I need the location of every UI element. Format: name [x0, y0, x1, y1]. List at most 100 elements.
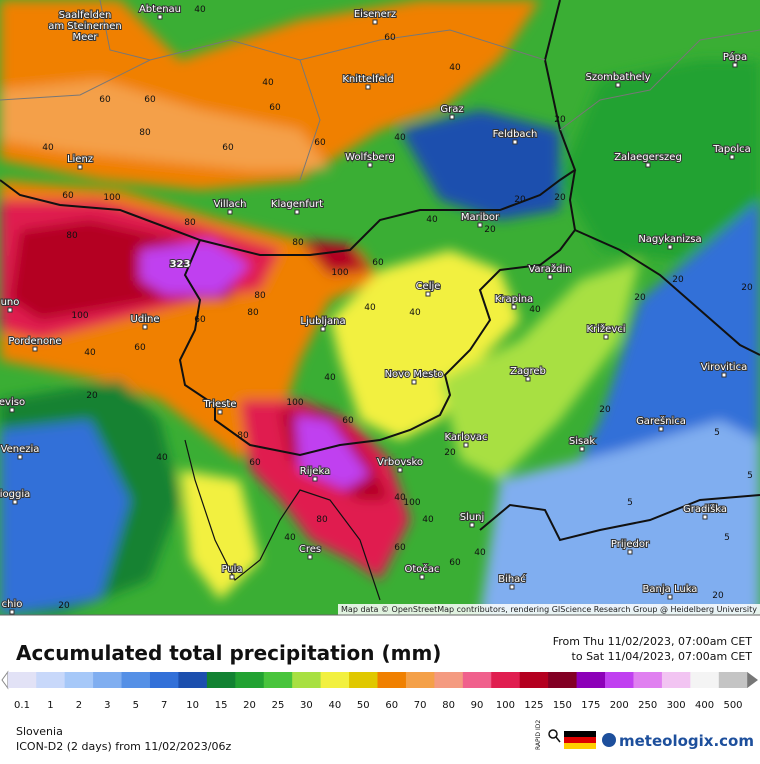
- city-dot: [425, 291, 431, 297]
- city-dot: [509, 584, 515, 590]
- city-label-line: Bihać: [498, 573, 526, 585]
- map-labels: Saalfelden am Steinernen Meer Abtenau Eisene…: [0, 3, 753, 615]
- city-label-line: ioggia: [0, 489, 30, 500]
- city-label: Ljubljana: [300, 316, 345, 327]
- badge: RAPID ID2: [535, 720, 542, 750]
- city-label: Novo Mesto: [385, 369, 444, 380]
- model-run: ICON-D2 (2 days) from 11/02/2023/06z: [16, 740, 231, 753]
- colorbar-label: 2: [76, 700, 82, 711]
- colorbar-label: 60: [385, 700, 398, 711]
- colorbar-swatch: [349, 672, 378, 688]
- city-label: Zalaegerszeg: [614, 152, 682, 163]
- colorbar-label: 7: [161, 700, 167, 711]
- contour-label: 5: [747, 471, 753, 481]
- colorbar-label: 500: [723, 700, 742, 711]
- colorbar-label: 400: [695, 700, 714, 711]
- city-dot: [419, 574, 425, 580]
- contour-label: 100: [331, 268, 348, 278]
- contour-label: 5: [627, 498, 633, 508]
- contour-label: 60: [372, 258, 384, 268]
- city-dot: [294, 209, 300, 215]
- contour-label: 60: [62, 191, 74, 201]
- city-label: Banja Luka: [643, 584, 698, 595]
- city-label: Zagreb: [510, 366, 546, 377]
- city-label-line: Lienz: [67, 154, 93, 165]
- city-dot: [463, 442, 469, 448]
- colorbar-swatch: [320, 672, 350, 688]
- city-dot: [721, 372, 727, 378]
- colorbar-swatch: [462, 672, 492, 688]
- city-label-line: Rijeka: [300, 466, 330, 477]
- contour-label: 40: [364, 303, 376, 313]
- colorbar-swatch: [661, 672, 691, 688]
- city-label: Wolfsberg: [345, 152, 395, 163]
- city-label-line: Celje: [416, 281, 441, 292]
- city-label-line: Sisak: [569, 436, 595, 447]
- contour-label: 60: [342, 416, 354, 426]
- city-label-line: Pordenone: [8, 336, 61, 347]
- city-label-line: Novo Mesto: [385, 369, 444, 380]
- contour-label: 40: [156, 453, 168, 463]
- city-label-line: Pápa: [723, 51, 747, 63]
- contour-label: 40: [284, 533, 296, 543]
- city-label-line: eviso: [0, 397, 25, 408]
- colorbar-swatch: [718, 672, 748, 688]
- contour-label: 20: [554, 193, 566, 203]
- contour-label: 60: [449, 558, 461, 568]
- contour-label: 5: [724, 533, 730, 543]
- city-label-line: Slunj: [460, 512, 485, 523]
- colorbar-swatch: [206, 672, 236, 688]
- city-label-line: Pula: [221, 564, 242, 575]
- contour-label: 80: [254, 291, 266, 301]
- city-label-line: Wolfsberg: [345, 152, 395, 163]
- colorbar-label: 20: [243, 700, 256, 711]
- colorbar-swatch: [377, 672, 407, 688]
- city-dot: [17, 454, 23, 460]
- city-dot: [411, 379, 417, 385]
- contour-label: 60: [394, 543, 406, 553]
- city-label: Trieste: [203, 399, 237, 410]
- contour-label: 80: [66, 231, 78, 241]
- city-label-line: Knittelfeld: [342, 74, 393, 85]
- colorbar-swatch: [576, 672, 606, 688]
- contour-label: 40: [262, 78, 274, 88]
- city-label-line: Ljubljana: [300, 316, 345, 327]
- contour-label: 40: [324, 373, 336, 383]
- city-dot: [397, 467, 403, 473]
- city-label-line: Eisenerz: [354, 9, 396, 20]
- date-to: to Sat 11/04/2023, 07:00am CET: [572, 650, 753, 663]
- brand[interactable]: meteologix.com: [619, 732, 754, 750]
- city-label: Celje: [416, 281, 441, 292]
- colorbar-label: 70: [414, 700, 427, 711]
- search-icon-handle: [555, 736, 561, 743]
- colorbar-label: 25: [272, 700, 285, 711]
- city-label-line: Zalaegerszeg: [614, 152, 682, 163]
- city-label: Vrbovsko: [377, 457, 423, 468]
- city-label-line: Banja Luka: [643, 584, 698, 595]
- city-dot: [579, 446, 585, 452]
- colorbar-label: 0.1: [14, 700, 30, 711]
- colorbar-swatch: [434, 672, 464, 688]
- city-label: Cres: [299, 544, 321, 555]
- colorbar-label: 1: [47, 700, 53, 711]
- contour-label: 80: [237, 431, 249, 441]
- city-dot: [32, 346, 38, 352]
- city-label-line: Garešnica: [636, 415, 686, 427]
- date-from: From Thu 11/02/2023, 07:00am CET: [553, 635, 753, 648]
- city-label: Pula: [221, 564, 242, 575]
- colorbar-swatch: [633, 672, 663, 688]
- contour-label: 60: [194, 315, 206, 325]
- contour-label: 60: [144, 95, 156, 105]
- city-dot: [217, 409, 223, 415]
- city-dot: [658, 426, 664, 432]
- city-dot: [227, 209, 233, 215]
- city-label: Prijedor: [611, 539, 650, 550]
- city-dot: [702, 514, 708, 520]
- colorbar-label: 3: [104, 700, 110, 711]
- contour-label: 60: [269, 103, 281, 113]
- city-label-line: Villach: [214, 199, 247, 210]
- city-dot: [667, 244, 673, 250]
- contour-label: 100: [403, 498, 420, 508]
- city-label: chio: [2, 599, 23, 610]
